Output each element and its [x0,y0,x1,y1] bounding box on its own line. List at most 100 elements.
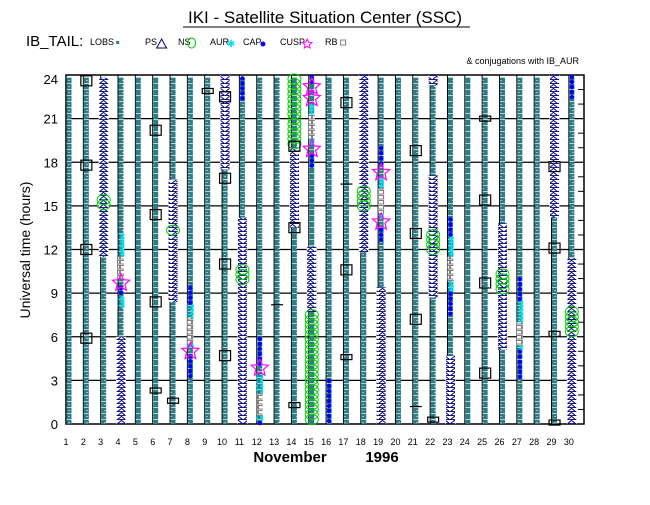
x-tick-label: 28 [529,437,539,447]
y-tick-label: 21 [44,112,58,127]
ns-segment [498,223,507,350]
conjugation-box [548,330,561,337]
conjugation-box [340,97,353,109]
ps-coverage-bar [465,77,471,424]
cusp-dot [517,349,523,355]
y-tick-label: 9 [51,286,58,301]
rb-segment [516,322,523,346]
cusp-dot [188,364,193,369]
x-axis-year: 1996 [365,449,398,466]
x-tick-label: 17 [338,437,348,447]
conjugation-box [427,416,440,423]
conjugation-box [288,140,301,152]
x-tick-label: 23 [442,437,452,447]
cap-segment [446,281,454,292]
cusp-dot [326,408,332,414]
cusp-dot [517,354,523,360]
x-tick-label: 8 [185,437,190,447]
conjugation-box [409,313,422,325]
cusp-dot [326,413,332,419]
ps-coverage-bar [395,77,401,424]
ps-coverage-bar [534,77,540,424]
ps-coverage-bar [413,77,419,424]
cusp-dot [517,364,523,370]
aur-oval [564,326,579,338]
legend-label-aur: AUR [210,37,230,47]
cusp-dot [448,291,453,296]
conjugation-box [149,296,162,308]
aur-oval [356,200,371,212]
cusp-dot [448,301,453,306]
x-tick-label: 2 [81,437,86,447]
conjugation-box [80,243,93,256]
ps-coverage-bar [205,77,211,424]
cusp-dot [326,378,332,384]
rb-star-marker [301,76,322,96]
x-tick-label: 3 [98,437,103,447]
x-tick-label: 14 [286,437,296,447]
ps-coverage-bar [153,77,159,424]
cusp-dot [378,232,384,237]
cusp-dot [188,290,193,296]
x-tick-label: 7 [168,437,173,447]
x-tick-label: 30 [564,437,574,447]
rb-segment [256,393,263,416]
conjugation-box [149,387,162,394]
ps-coverage-bar [326,77,332,424]
conjugation-box [80,332,93,344]
aur-oval [495,278,510,290]
conjugation-note: & conjugations with IB_AUR [466,56,579,66]
aur-oval [96,194,111,206]
x-tick-label: 21 [408,437,418,447]
ps-coverage-bar [135,77,141,424]
cusp-dot [118,290,124,296]
aur-oval [356,195,371,207]
conjugation-box [479,194,492,206]
rb-star-marker [111,272,132,292]
aur-oval [166,224,181,236]
cap-segment [516,345,524,350]
cusp-dot [326,388,332,394]
conjugation-box [218,91,232,103]
aur-oval [287,133,302,145]
rb-star-marker [180,340,201,360]
x-tick-label: 29 [547,437,557,447]
ps-coverage-bar [83,77,89,424]
cap-segment [117,296,125,308]
cusp-dot [240,81,245,86]
legend-label-rb: RB [325,37,338,47]
ps-coverage-bar [569,77,575,424]
cusp-dot [378,237,384,242]
legend-cusp-icon [260,41,266,47]
cusp-dot [188,359,193,364]
legend-lobs-icon [116,41,120,44]
subject-label: IB_TAIL: [26,33,83,50]
ns-segment [376,287,386,424]
rb-segment [447,256,454,282]
cusp-dot [240,91,245,96]
ns-segment [99,77,109,257]
conjugation-box [548,242,561,254]
conjugation-box [149,124,162,136]
y-tick-label: 6 [51,330,58,345]
cusp-dot [240,96,245,101]
ns-segment [220,75,230,170]
ps-coverage-bar [482,77,488,424]
cusp-dot [188,295,193,301]
y-tick-label: 12 [44,243,58,258]
cusp-dot [517,276,523,282]
legend-star-icon [301,37,314,50]
cusp-dot [326,403,332,409]
legend-rb-icon [340,39,347,46]
cusp-dot [257,341,262,346]
x-tick-label: 9 [202,437,207,447]
ps-coverage-bar [343,77,349,424]
legend-label-ns: NS [178,37,191,47]
cusp-dot [326,418,332,424]
rb-star-marker [301,138,322,158]
ns-segment [289,147,299,228]
rb-star-marker [371,161,392,181]
rb-star-marker [249,357,270,377]
cusp-dot [309,163,314,168]
y-tick-label: 18 [44,155,58,170]
